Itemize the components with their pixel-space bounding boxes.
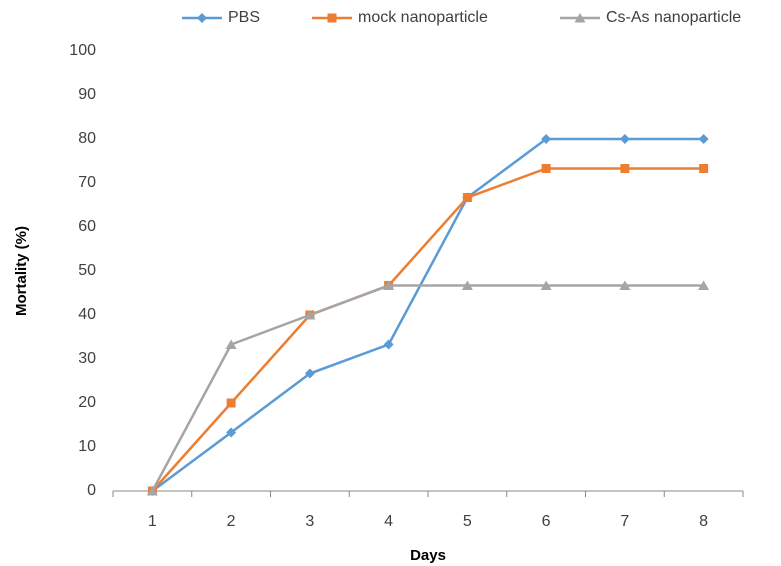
x-tick-label: 8 — [699, 513, 708, 530]
marker — [197, 13, 207, 23]
marker — [227, 399, 236, 408]
x-tick-label: 3 — [305, 513, 314, 530]
x-tick-label: 5 — [463, 513, 472, 530]
x-tick-label: 4 — [384, 513, 393, 530]
marker — [463, 193, 472, 202]
y-tick-label: 30 — [78, 350, 96, 367]
chart: Days Mortality (%) 0 10 20 30 40 50 60 70 80 90 10… — [0, 0, 781, 566]
y-tick-label: 60 — [78, 218, 96, 235]
legend-label: PBS — [228, 9, 260, 26]
marker — [384, 339, 394, 349]
y-axis-title: Mortality (%) — [13, 226, 30, 316]
y-tick-label: 20 — [78, 394, 96, 411]
marker — [620, 134, 630, 144]
marker — [699, 134, 709, 144]
y-tick-label: 40 — [78, 306, 96, 323]
y-tick-label: 50 — [78, 262, 96, 279]
series-line — [152, 286, 703, 491]
marker — [620, 164, 629, 173]
x-tick-label: 2 — [227, 513, 236, 530]
x-tick-label: 7 — [620, 513, 629, 530]
series-line — [152, 139, 703, 491]
y-tick-label: 80 — [78, 130, 96, 147]
page: {"chart_data": { "type": "line", "x_labe… — [0, 0, 781, 566]
marker — [542, 164, 551, 173]
y-tick-label: 90 — [78, 86, 96, 103]
marker — [699, 164, 708, 173]
legend-label: mock nanoparticle — [358, 9, 488, 26]
legend-label: Cs-As nanoparticle — [606, 9, 741, 26]
x-tick-label: 1 — [148, 513, 157, 530]
marker — [328, 14, 337, 23]
series-line — [152, 168, 703, 491]
y-tick-label: 10 — [78, 438, 96, 455]
x-axis-title: Days — [410, 547, 446, 564]
y-tick-label: 70 — [78, 174, 96, 191]
y-tick-label: 0 — [87, 482, 96, 499]
y-tick-label: 100 — [69, 42, 96, 59]
x-tick-label: 6 — [542, 513, 551, 530]
